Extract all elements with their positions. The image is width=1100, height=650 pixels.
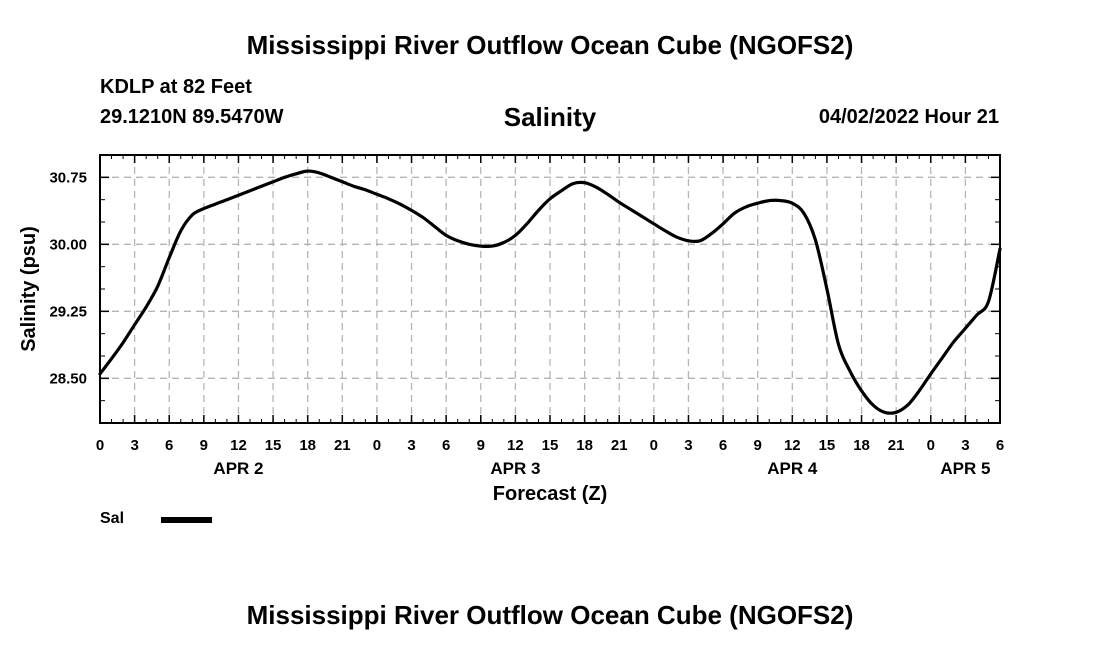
x-tick-label: 3 xyxy=(684,437,692,454)
x-tick-label: 3 xyxy=(407,437,415,454)
x-date-label: APR 5 xyxy=(940,459,990,478)
x-tick-label: 6 xyxy=(996,437,1004,454)
x-tick-label: 12 xyxy=(507,437,524,454)
x-tick-label: 0 xyxy=(927,437,935,454)
x-axis: 0 3 6 9 12 15 18 21 0 3 6 9 12 15 18 21 0 3 6 9 12 15 18 21 0 3 6A… xyxy=(96,155,1004,478)
y-tick-label: 30.00 xyxy=(49,236,87,253)
y-tick-label: 28.50 xyxy=(49,370,87,387)
x-tick-label: 21 xyxy=(334,437,351,454)
y-tick-label: 29.25 xyxy=(49,303,87,320)
legend-label: Sal xyxy=(100,510,125,527)
x-tick-label: 9 xyxy=(200,437,208,454)
x-tick-label: 18 xyxy=(853,437,870,454)
x-tick-label: 12 xyxy=(230,437,247,454)
chart-subtitle: Salinity xyxy=(503,102,597,132)
x-tick-label: 9 xyxy=(754,437,762,454)
x-date-label: APR 4 xyxy=(767,459,818,478)
x-tick-label: 12 xyxy=(784,437,801,454)
x-tick-label: 15 xyxy=(542,437,559,454)
y-axis-label: Salinity (psu) xyxy=(18,226,40,352)
x-tick-label: 3 xyxy=(961,437,969,454)
x-tick-label: 0 xyxy=(373,437,381,454)
x-tick-label: 0 xyxy=(650,437,658,454)
plot-frame xyxy=(99,154,1001,424)
forecast-datetime: 04/02/2022 Hour 21 xyxy=(818,106,999,128)
x-date-label: APR 2 xyxy=(213,459,263,478)
footer-title: Mississippi River Outflow Ocean Cube (NG… xyxy=(246,600,854,630)
x-tick-label: 15 xyxy=(819,437,836,454)
station-coordinates: 29.1210N 89.5470W xyxy=(100,106,284,128)
x-tick-label: 3 xyxy=(130,437,138,454)
x-tick-label: 15 xyxy=(265,437,282,454)
x-tick-label: 6 xyxy=(442,437,450,454)
grid-lines xyxy=(100,155,1000,423)
y-tick-label: 30.75 xyxy=(49,169,87,186)
legend-swatch xyxy=(161,517,212,523)
station-label: KDLP at 82 Feet xyxy=(100,76,252,98)
x-tick-label: 21 xyxy=(611,437,628,454)
x-tick-label: 0 xyxy=(96,437,104,454)
x-axis-label: Forecast (Z) xyxy=(493,483,607,505)
x-tick-label: 9 xyxy=(477,437,485,454)
x-tick-label: 6 xyxy=(719,437,727,454)
x-tick-label: 6 xyxy=(165,437,173,454)
x-date-label: APR 3 xyxy=(490,459,540,478)
series-line-sal xyxy=(98,169,1002,415)
x-tick-label: 18 xyxy=(299,437,316,454)
x-tick-label: 21 xyxy=(888,437,905,454)
y-axis: 28.50 29.25 30.00 30.75 xyxy=(49,154,1000,424)
x-tick-label: 18 xyxy=(576,437,593,454)
chart-title: Mississippi River Outflow Ocean Cube (NG… xyxy=(246,30,854,60)
